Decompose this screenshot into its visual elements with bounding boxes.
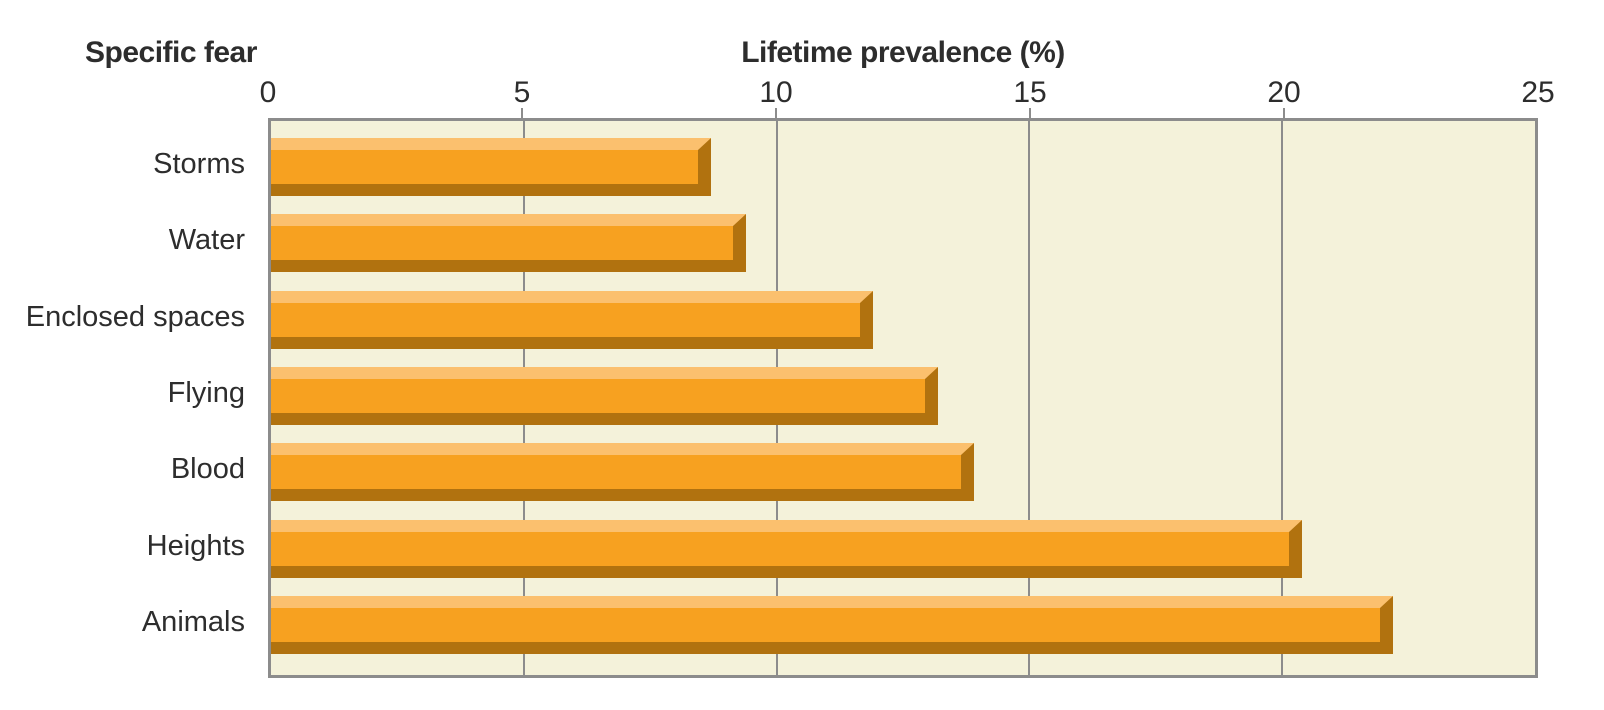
x-tick-label: 5 [513, 76, 531, 109]
bar-storms [271, 138, 711, 196]
bar-water [271, 214, 747, 272]
category-label: Animals [141, 606, 245, 638]
plot-area [268, 118, 1538, 678]
x-tick-label: 0 [259, 76, 277, 109]
category-label: Heights [146, 530, 245, 562]
category-label: Blood [170, 453, 245, 485]
x-tick-label: 20 [1267, 76, 1301, 109]
bar-flying [271, 367, 939, 425]
category-label: Enclosed spaces [25, 301, 245, 333]
bar-blood [271, 443, 974, 501]
y-axis-title: Specific fear [85, 36, 257, 69]
x-tick-label: 15 [1013, 76, 1047, 109]
x-tick-mark [775, 108, 777, 120]
category-axis-labels: Storms Water Enclosed spaces Flying Blood Hei… [0, 118, 245, 678]
x-axis-title: Lifetime prevalence (%) [741, 36, 1065, 69]
x-axis-tick-labels: 0 5 10 15 20 25 [260, 76, 1555, 112]
x-tick-mark [1029, 108, 1031, 120]
x-tick-label: 10 [759, 76, 793, 109]
category-label: Water [168, 224, 245, 256]
x-tick-label: 25 [1521, 76, 1555, 109]
x-tick-mark [521, 108, 523, 120]
bar-heights [271, 520, 1303, 578]
bar-enclosed-spaces [271, 291, 873, 349]
category-label: Storms [153, 148, 245, 180]
x-tick-mark [1283, 108, 1285, 120]
bar-animals [271, 596, 1394, 654]
gridline [1281, 121, 1284, 675]
gridline [1028, 121, 1031, 675]
category-label: Flying [167, 377, 245, 409]
